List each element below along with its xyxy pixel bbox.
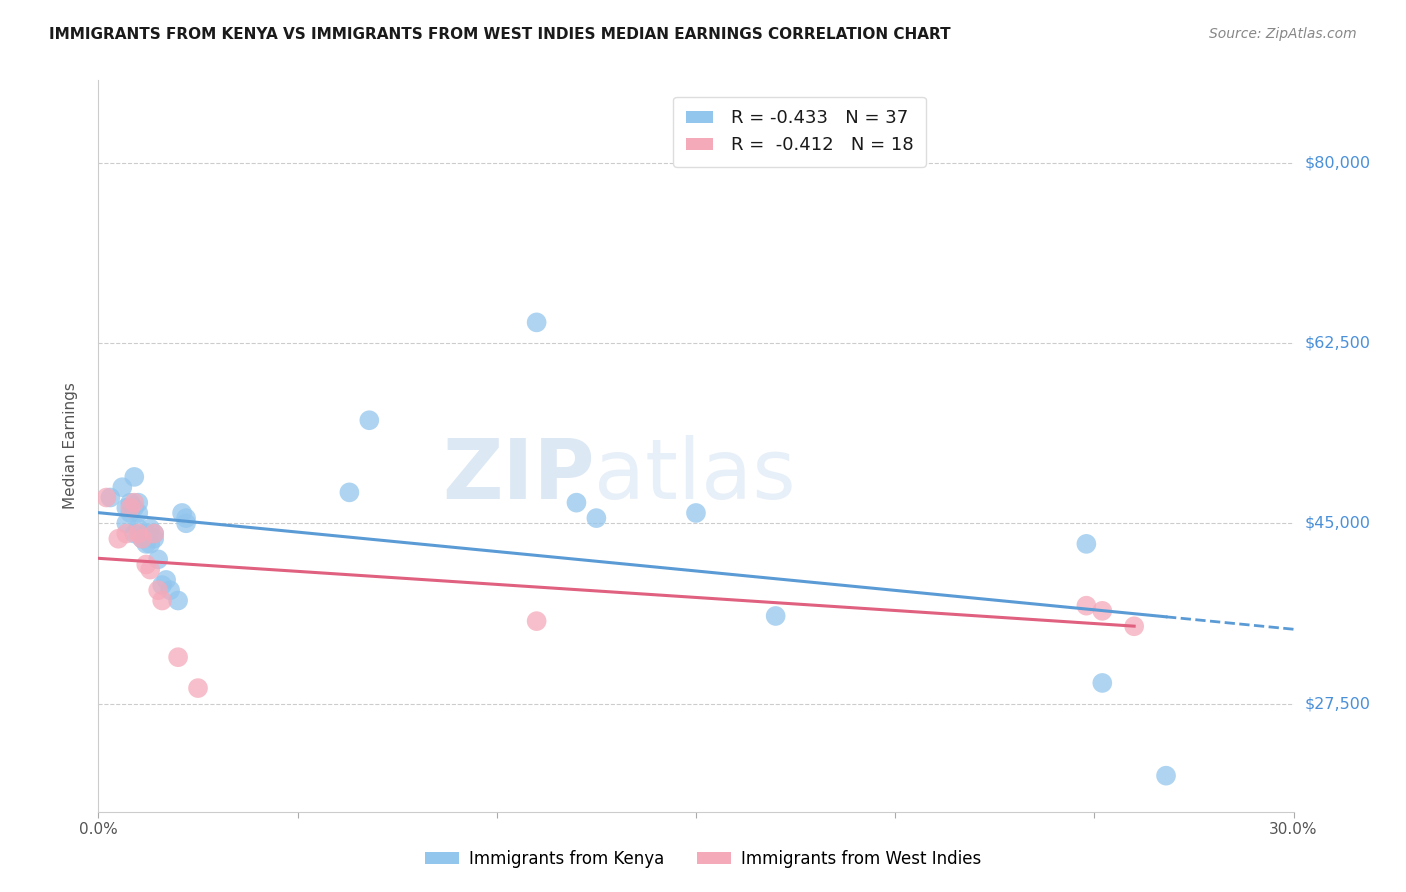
Text: $27,500: $27,500 [1305,696,1371,711]
Point [765,609,787,624]
Point [124,500,146,515]
Point [127,521,149,535]
Y-axis label: Median Earnings: Median Earnings [63,383,77,509]
Point [167,650,190,665]
Point [139,537,162,551]
Point [187,681,209,695]
Point [135,537,157,551]
Point [124,470,146,484]
Legend: Immigrants from Kenya, Immigrants from West Indies: Immigrants from Kenya, Immigrants from W… [419,844,987,875]
Point [96,491,118,505]
Point [143,532,166,546]
Point [115,500,138,515]
Legend: R = -0.433   N = 37, R =  -0.412   N = 18: R = -0.433 N = 37, R = -0.412 N = 18 [673,96,927,167]
Point [148,583,170,598]
Point [174,511,197,525]
Point [143,526,166,541]
Point [1123,619,1146,633]
Point [131,532,153,546]
Point [115,526,138,541]
Point [127,526,149,541]
Point [167,593,190,607]
Point [150,578,173,592]
Point [139,563,162,577]
Point [120,500,142,515]
Point [127,496,149,510]
Point [585,511,607,525]
Point [1154,769,1177,783]
Point [107,532,129,546]
Point [127,506,149,520]
Point [685,506,707,520]
Point [526,614,548,628]
Point [565,496,588,510]
Point [98,491,122,505]
Point [159,583,181,598]
Point [172,506,194,520]
Point [115,516,138,531]
Text: $62,500: $62,500 [1305,335,1371,351]
Text: $80,000: $80,000 [1305,155,1371,170]
Point [124,496,146,510]
Point [120,496,142,510]
Point [150,593,173,607]
Point [120,506,142,520]
Point [339,485,361,500]
Point [135,558,157,572]
Text: $45,000: $45,000 [1305,516,1371,531]
Point [1091,604,1114,618]
Text: atlas: atlas [595,434,796,516]
Point [148,552,170,566]
Point [135,526,157,541]
Point [131,532,153,546]
Point [1091,676,1114,690]
Point [174,516,197,531]
Point [359,413,381,427]
Point [1076,537,1098,551]
Point [526,315,548,329]
Point [139,521,162,535]
Text: IMMIGRANTS FROM KENYA VS IMMIGRANTS FROM WEST INDIES MEDIAN EARNINGS CORRELATION: IMMIGRANTS FROM KENYA VS IMMIGRANTS FROM… [49,27,950,42]
Point [143,526,166,541]
Text: ZIP: ZIP [441,434,595,516]
Point [124,526,146,541]
Text: Source: ZipAtlas.com: Source: ZipAtlas.com [1209,27,1357,41]
Point [1076,599,1098,613]
Point [111,480,134,494]
Point [155,573,177,587]
